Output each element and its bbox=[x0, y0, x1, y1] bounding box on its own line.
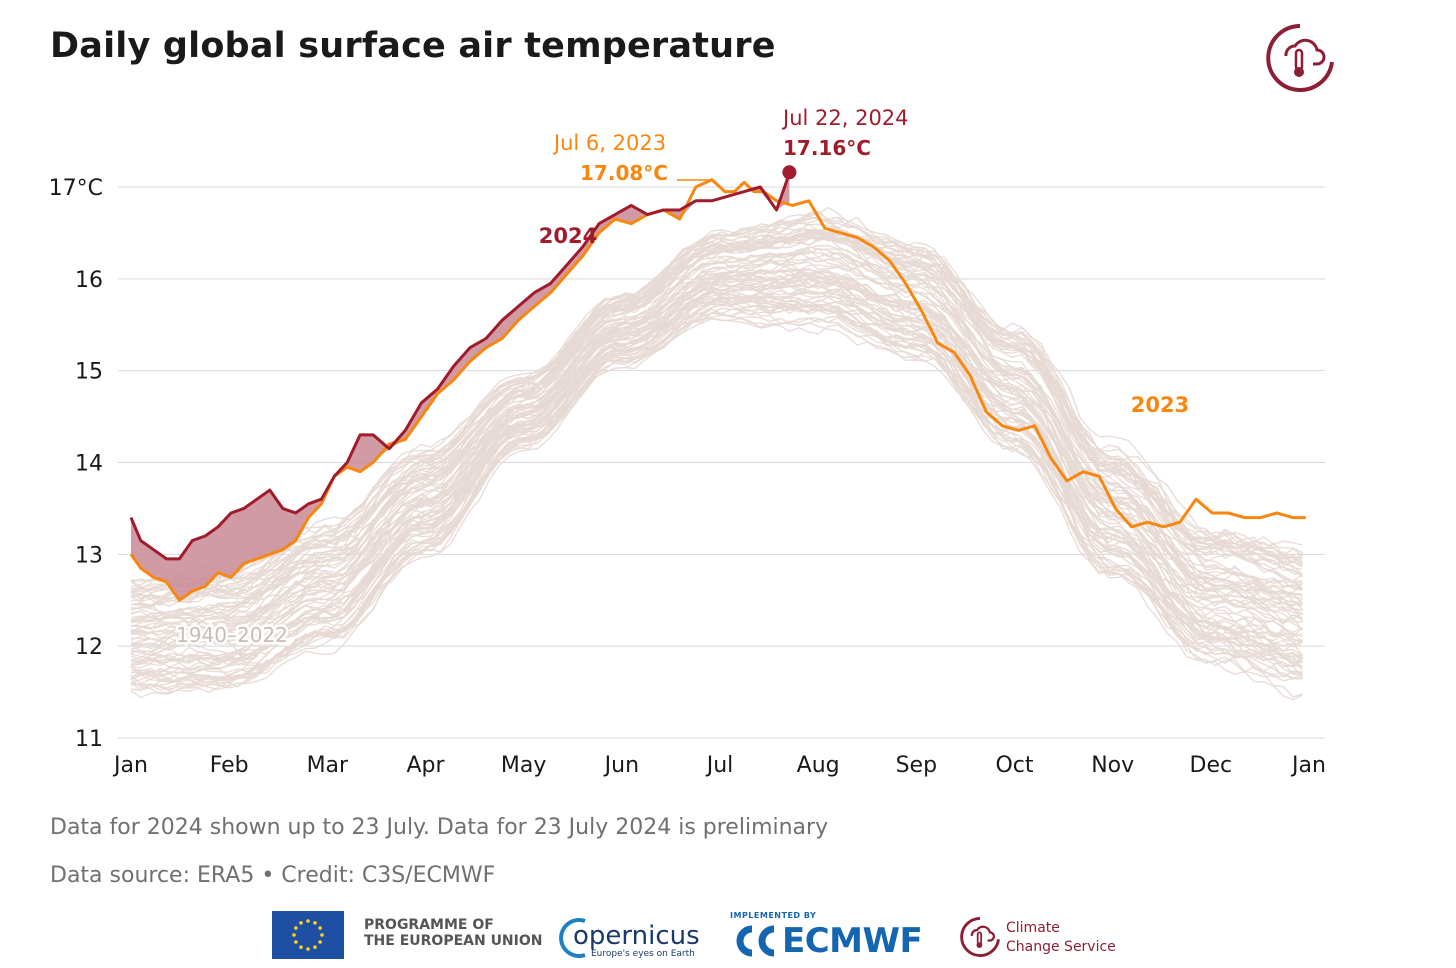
peak-2024-date: Jul 22, 2024 bbox=[781, 106, 909, 130]
copernicus-tagline: Europe's eyes on Earth bbox=[591, 949, 695, 959]
preliminary-note: Data for 2024 shown up to 23 July. Data … bbox=[50, 815, 829, 840]
eu-star-icon bbox=[320, 933, 324, 937]
y-tick-label: 17°C bbox=[49, 176, 103, 201]
c3s-footer-logo: Climate Change Service bbox=[958, 911, 1118, 965]
x-tick-label: Jan bbox=[112, 753, 148, 778]
peak-2023-date: Jul 6, 2023 bbox=[552, 131, 666, 155]
anomaly-fill-2024 bbox=[131, 172, 790, 601]
historical-line bbox=[130, 303, 1303, 685]
eu-star-icon bbox=[299, 921, 303, 925]
eu-star-icon bbox=[294, 926, 298, 930]
x-tick-label: Oct bbox=[995, 753, 1033, 778]
fill-2024-above-2023 bbox=[131, 172, 790, 601]
x-tick-label: Dec bbox=[1190, 753, 1233, 778]
eu-programme-text: PROGRAMME OF THE EUROPEAN UNION bbox=[364, 917, 542, 949]
historical-line bbox=[130, 216, 1303, 586]
c3s-line-2: Change Service bbox=[1006, 939, 1116, 955]
historical-line bbox=[130, 252, 1304, 642]
chart-title: Daily global surface air temperature bbox=[50, 26, 776, 66]
c3s-small-icon bbox=[960, 917, 1000, 957]
eu-star-icon bbox=[294, 940, 298, 944]
historical-line bbox=[130, 231, 1303, 603]
x-tick-label: May bbox=[501, 753, 546, 778]
x-tick-label: Jul bbox=[705, 753, 734, 778]
historical-line bbox=[130, 295, 1303, 678]
y-tick-label: 14 bbox=[75, 452, 103, 477]
eu-star-icon bbox=[313, 921, 317, 925]
y-tick-label: 16 bbox=[75, 268, 103, 293]
historical-line bbox=[130, 278, 1303, 657]
historical-line bbox=[130, 287, 1303, 662]
ecmwf-wordmark: ECMWF bbox=[782, 921, 923, 961]
eu-line-2: THE EUROPEAN UNION bbox=[364, 933, 543, 949]
y-tick-label: 11 bbox=[75, 727, 103, 752]
x-tick-label: Jun bbox=[603, 753, 639, 778]
historical-line bbox=[130, 283, 1303, 663]
historical-line bbox=[130, 315, 1304, 686]
series-2023-line bbox=[129, 178, 1306, 602]
peak-2024-value: 17.16°C bbox=[783, 136, 871, 160]
x-tick-label: Sep bbox=[896, 753, 937, 778]
c3s-logo-icon bbox=[1266, 24, 1334, 92]
series-2024-line bbox=[129, 171, 791, 561]
eu-star-icon bbox=[292, 933, 296, 937]
x-tick-label: Jan bbox=[1290, 753, 1326, 778]
historical-line bbox=[130, 269, 1303, 636]
eu-star-icon bbox=[313, 945, 317, 949]
historical-line bbox=[130, 290, 1304, 661]
data-source-note: Data source: ERA5 • Credit: C3S/ECMWF bbox=[50, 863, 496, 888]
series-lines bbox=[129, 171, 1306, 602]
x-tick-label: Feb bbox=[210, 753, 249, 778]
historical-line bbox=[130, 247, 1304, 629]
y-tick-label: 15 bbox=[75, 360, 103, 385]
historical-line bbox=[130, 206, 1303, 590]
eu-star-icon bbox=[318, 940, 322, 944]
y-axis-ticks: 11 12 13 14 15 16 17°C bbox=[49, 176, 103, 752]
copernicus-c-icon bbox=[559, 918, 586, 958]
label-1940-2022: 1940–2022 bbox=[176, 623, 288, 647]
ecmwf-logo: IMPLEMENTED BY ECMWF bbox=[728, 909, 928, 963]
historical-line bbox=[130, 217, 1303, 588]
annotations: Jul 6, 2023 17.08°C Jul 22, 2024 17.16°C 202… bbox=[174, 106, 1190, 650]
eu-star-icon bbox=[299, 945, 303, 949]
c3s-line-1: Climate bbox=[1006, 920, 1060, 936]
y-tick-label: 12 bbox=[75, 635, 103, 660]
copernicus-logo: opernicus Europe's eyes on Earth bbox=[555, 907, 700, 963]
eu-star-icon bbox=[306, 919, 310, 923]
ecmwf-swirl-icon bbox=[736, 925, 775, 957]
historical-line bbox=[130, 244, 1303, 624]
x-tick-label: Apr bbox=[406, 753, 445, 778]
c3s-footer-text: Climate Change Service bbox=[1006, 919, 1116, 957]
y-tick-label: 13 bbox=[75, 543, 103, 568]
historical-lines-1940-2022 bbox=[130, 206, 1304, 701]
historical-line bbox=[130, 267, 1303, 632]
peak-2024-marker bbox=[782, 165, 797, 180]
eu-star-icon bbox=[318, 926, 322, 930]
copernicus-wordmark: opernicus bbox=[573, 921, 700, 951]
x-tick-label: Nov bbox=[1091, 753, 1134, 778]
temperature-chart: 11 12 13 14 15 16 17°C Jan Feb Mar Apr May Jun Jul Au… bbox=[49, 106, 1326, 778]
historical-line bbox=[130, 271, 1303, 634]
eu-star-icon bbox=[306, 947, 310, 951]
eu-flag-icon bbox=[272, 911, 344, 959]
x-axis-ticks: Jan Feb Mar Apr May Jun Jul Aug Sep Oct Nov Dec Jan bbox=[112, 753, 1326, 778]
label-2024: 2024 bbox=[539, 224, 597, 248]
historical-line bbox=[130, 307, 1303, 691]
x-tick-label: Mar bbox=[307, 753, 349, 778]
peak-2023-value: 17.08°C bbox=[580, 161, 668, 185]
x-tick-label: Aug bbox=[797, 753, 840, 778]
ecmwf-implemented-by: IMPLEMENTED BY bbox=[730, 911, 817, 920]
label-2023: 2023 bbox=[1131, 393, 1189, 417]
footer-logos: PROGRAMME OF THE EUROPEAN UNION opernicu… bbox=[0, 905, 1456, 965]
historical-line bbox=[130, 280, 1303, 656]
historical-line bbox=[130, 212, 1303, 589]
historical-line bbox=[130, 303, 1303, 689]
eu-line-1: PROGRAMME OF bbox=[364, 917, 494, 933]
